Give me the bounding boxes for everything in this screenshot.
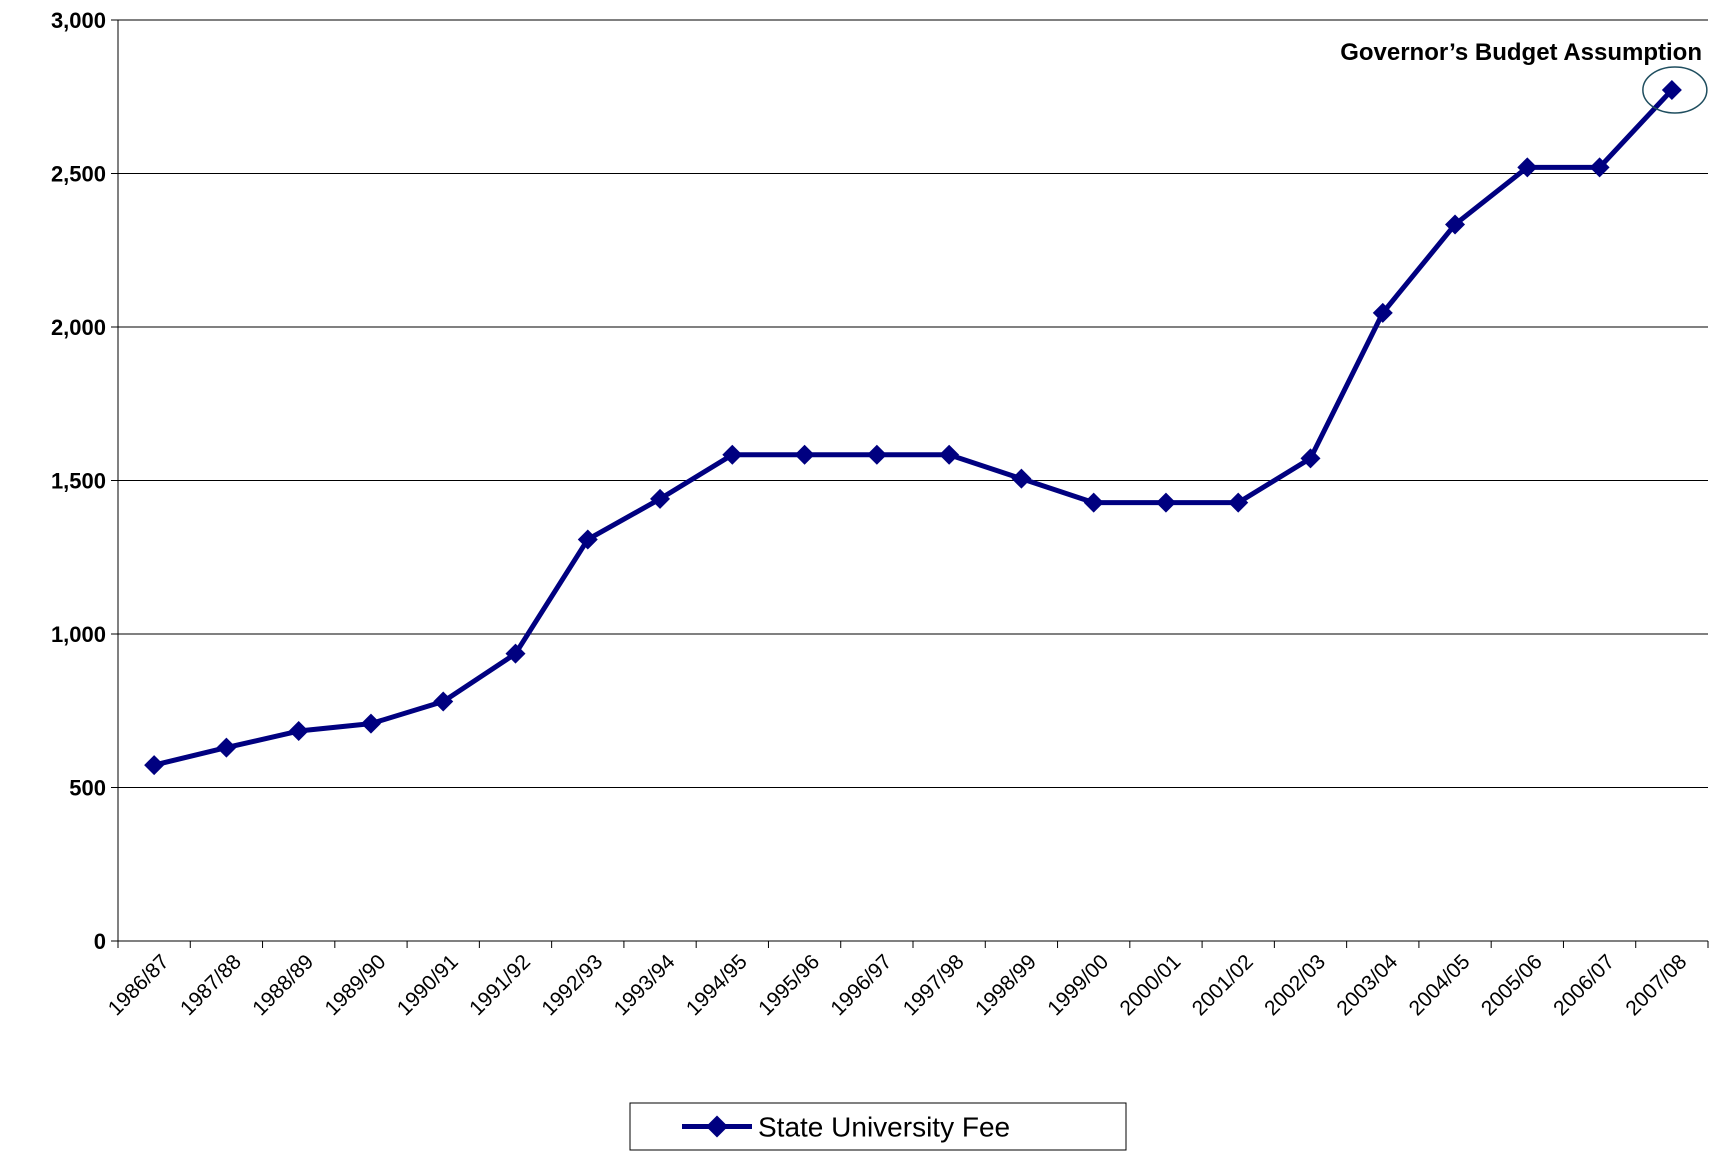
data-point-marker xyxy=(1011,468,1032,489)
series-state-university-fee xyxy=(144,79,1682,776)
x-tick-label: 1998/99 xyxy=(971,950,1041,1020)
data-point-marker xyxy=(1372,302,1393,323)
x-tick-label: 2001/02 xyxy=(1188,950,1258,1020)
annotation-label: Governor’s Budget Assumption xyxy=(1340,39,1702,66)
data-point-marker xyxy=(794,444,815,465)
x-tick-label: 1994/95 xyxy=(682,950,752,1020)
data-point-marker xyxy=(939,444,960,465)
x-tick-label: 1986/87 xyxy=(104,950,174,1020)
data-point-marker xyxy=(1228,492,1249,513)
x-tick-label: 2002/03 xyxy=(1260,950,1330,1020)
legend-diamond-marker xyxy=(706,1115,728,1138)
legend: State University Fee xyxy=(629,1102,1127,1151)
x-tick-label: 1989/90 xyxy=(321,950,391,1020)
data-point-marker xyxy=(1517,157,1538,178)
data-point-marker xyxy=(650,488,671,509)
x-tick-label: 1992/93 xyxy=(537,950,607,1020)
data-point-marker xyxy=(1589,157,1610,178)
data-point-marker xyxy=(288,721,309,742)
y-axis-tick-labels: 0 500 1,000 1,500 2,000 2,500 3,000 xyxy=(51,8,106,954)
x-tick-label: 2005/06 xyxy=(1477,950,1547,1020)
y-tick-label: 500 xyxy=(69,776,106,801)
data-point-marker xyxy=(1083,492,1104,513)
data-point-marker xyxy=(1445,214,1466,235)
series-line xyxy=(153,88,1674,768)
annotation-governors-budget: Governor’s Budget Assumption xyxy=(1340,39,1708,114)
x-tick-label: 1996/97 xyxy=(826,950,896,1020)
x-tick-label: 1993/94 xyxy=(610,950,680,1020)
y-tick-label: 0 xyxy=(94,929,106,954)
x-tick-label: 2007/08 xyxy=(1621,950,1691,1020)
x-tick-label: 2003/04 xyxy=(1332,950,1402,1020)
data-point-marker xyxy=(360,713,381,734)
x-tick-label: 1988/89 xyxy=(248,950,318,1020)
data-point-marker xyxy=(866,444,887,465)
x-tick-label: 1991/92 xyxy=(465,950,535,1020)
y-tick-label: 2,000 xyxy=(51,315,106,340)
data-point-marker xyxy=(216,737,237,758)
data-point-marker xyxy=(1155,492,1176,513)
legend-label: State University Fee xyxy=(758,1112,1010,1143)
x-tick-label: 2004/05 xyxy=(1405,950,1475,1020)
y-tick-label: 2,500 xyxy=(51,162,106,187)
data-point-marker xyxy=(1300,448,1321,469)
x-tick-label: 1987/88 xyxy=(176,950,246,1020)
data-point-marker xyxy=(722,444,743,465)
axes xyxy=(111,19,1709,948)
x-tick-label: 1999/00 xyxy=(1043,950,1113,1020)
data-point-marker xyxy=(505,643,526,664)
x-axis-tick-labels: 1986/87 1987/88 1988/89 1989/90 1990/91 1991/… xyxy=(104,950,1692,1020)
annotation-circle xyxy=(1642,66,1708,114)
x-tick-label: 1990/91 xyxy=(393,950,463,1020)
data-point-marker xyxy=(433,691,454,712)
gridlines xyxy=(118,19,1708,788)
y-tick-label: 1,500 xyxy=(51,469,106,494)
x-tick-label: 1997/98 xyxy=(899,950,969,1020)
x-tick-label: 2006/07 xyxy=(1549,950,1619,1020)
y-tick-label: 1,000 xyxy=(51,622,106,647)
x-tick-label: 1995/96 xyxy=(754,950,824,1020)
data-point-marker xyxy=(1661,79,1682,100)
data-point-marker xyxy=(577,529,598,550)
y-tick-label: 3,000 xyxy=(51,8,106,33)
x-tick-label: 2000/01 xyxy=(1116,950,1186,1020)
data-point-marker xyxy=(144,755,165,776)
